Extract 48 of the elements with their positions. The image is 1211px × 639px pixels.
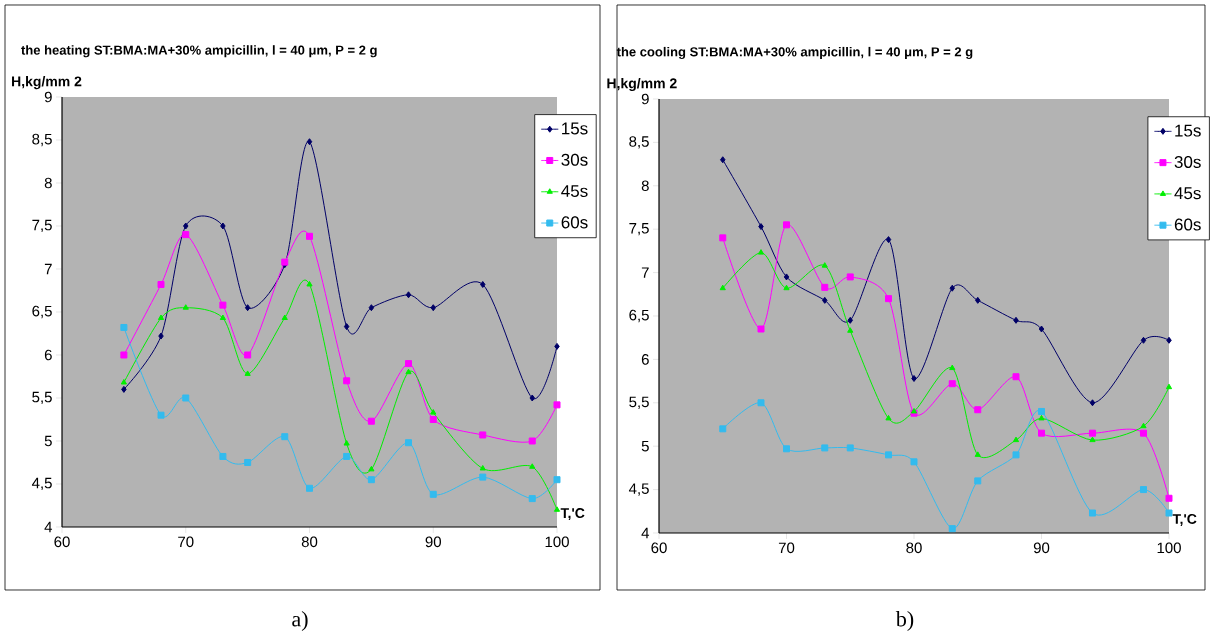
text: a) — [292, 611, 308, 631]
x-tick-label: 90 — [1033, 542, 1050, 554]
y-tick-label: 5,5 — [32, 391, 52, 405]
legend-label: 30s — [1174, 155, 1201, 168]
chart-title: the cooling ST:BMA:MA+30% ampicillin, l = 40 μm, P = 2 g — [616, 46, 973, 60]
y-tick-label: 4 — [44, 521, 53, 533]
legend-label: 60s — [1174, 218, 1201, 231]
y-tick-label: 4 — [641, 527, 650, 539]
y-tick-label: 7 — [44, 263, 52, 275]
chart-title: the heating ST:BMA:MA+30% ampicillin, l = 40 μm, P = 2 g — [21, 45, 377, 58]
y-tick-label: 7,5 — [629, 223, 649, 236]
x-tick-label: 70 — [778, 542, 795, 554]
legend-label: 15s — [1175, 124, 1201, 137]
y-tick-label: 5,5 — [629, 396, 649, 409]
y-tick-label: 8 — [641, 180, 649, 192]
y-tick-label: 7 — [641, 267, 649, 278]
y-tick-label: 6 — [641, 354, 649, 365]
y-axis-title: H,kg/mm 2 — [607, 78, 677, 92]
y-tick-label: 4,5 — [628, 483, 649, 496]
y-tick-label: 5 — [44, 435, 52, 447]
y-tick-label: 9 — [641, 93, 649, 105]
x-tick-label: 100 — [545, 536, 569, 548]
x-tick-label: 80 — [301, 536, 318, 548]
text: b) — [895, 611, 914, 631]
y-tick-label: 7,5 — [32, 219, 52, 233]
x-tick-label: 100 — [1157, 542, 1181, 554]
y-tick-label: 8,5 — [629, 136, 649, 149]
y-axis-title: H,kg/mm 2 — [12, 76, 82, 90]
x-tick-label: 60 — [54, 536, 70, 548]
x-tick-label: 70 — [178, 536, 194, 548]
legend-label: 60s — [561, 216, 588, 229]
y-tick-label: 8 — [44, 177, 52, 189]
y-tick-label: 6,5 — [629, 309, 649, 323]
legend-label: 45s — [1174, 187, 1201, 200]
legend-label: 45s — [561, 185, 588, 198]
y-tick-label: 6,5 — [32, 305, 52, 319]
x-axis-title: T,'C — [560, 508, 585, 521]
x-tick-label: 90 — [425, 536, 441, 548]
x-tick-label: 80 — [906, 542, 922, 554]
y-tick-label: 5 — [641, 440, 649, 452]
x-axis-title: T,'C — [1172, 513, 1197, 526]
legend-label: 30s — [561, 153, 588, 166]
y-tick-label: 8,5 — [32, 133, 52, 147]
y-tick-label: 4,5 — [31, 477, 52, 491]
y-tick-label: 6 — [44, 349, 52, 361]
x-tick-label: 60 — [651, 542, 667, 554]
y-tick-label: 9 — [44, 91, 52, 103]
legend-label: 15s — [562, 122, 588, 135]
